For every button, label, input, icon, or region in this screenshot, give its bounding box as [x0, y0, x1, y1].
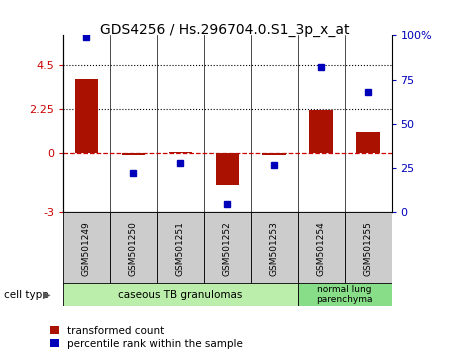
FancyBboxPatch shape	[157, 212, 204, 285]
Text: GSM501250: GSM501250	[129, 221, 138, 276]
Text: GDS4256 / Hs.296704.0.S1_3p_x_at: GDS4256 / Hs.296704.0.S1_3p_x_at	[100, 23, 350, 37]
FancyBboxPatch shape	[251, 212, 297, 285]
Text: GSM501252: GSM501252	[223, 221, 232, 276]
Bar	[122, 153, 145, 155]
Text: GSM501253: GSM501253	[270, 221, 279, 276]
FancyBboxPatch shape	[297, 283, 392, 306]
Text: caseous TB granulomas: caseous TB granulomas	[118, 290, 243, 300]
Text: normal lung
parenchyma: normal lung parenchyma	[316, 285, 373, 304]
Text: cell type: cell type	[4, 290, 49, 300]
Text: ▶: ▶	[43, 290, 50, 300]
Bar	[216, 153, 239, 185]
FancyBboxPatch shape	[110, 212, 157, 285]
Bar	[262, 153, 286, 155]
FancyBboxPatch shape	[204, 212, 251, 285]
Text: GSM501249: GSM501249	[82, 221, 91, 276]
FancyBboxPatch shape	[345, 212, 392, 285]
Bar	[310, 110, 333, 153]
Bar	[75, 79, 98, 153]
Legend: transformed count, percentile rank within the sample: transformed count, percentile rank withi…	[50, 326, 243, 349]
Text: GSM501255: GSM501255	[364, 221, 373, 276]
Text: GSM501254: GSM501254	[317, 221, 326, 276]
FancyBboxPatch shape	[297, 212, 345, 285]
Text: GSM501251: GSM501251	[176, 221, 185, 276]
FancyBboxPatch shape	[63, 283, 297, 306]
FancyBboxPatch shape	[63, 212, 110, 285]
Bar	[356, 132, 380, 153]
